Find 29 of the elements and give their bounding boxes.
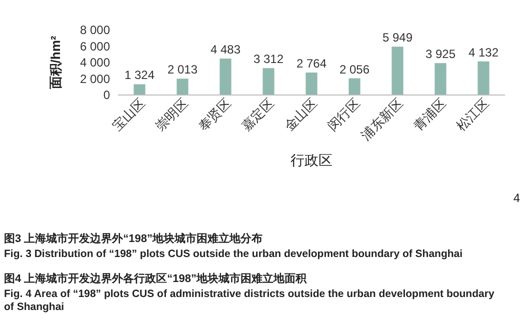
- text: 4: [513, 191, 520, 205]
- caption: 图3 上海城市开发边界外“198”地块城市困难立地分布: [4, 232, 263, 245]
- y-axis-title: 面积/hm²: [48, 35, 63, 90]
- x-tick-label: 崇明区: [152, 96, 191, 134]
- data-label: 5 949: [382, 30, 413, 45]
- x-tick-label: 嘉定区: [238, 96, 277, 134]
- caption: Fig. 3 Distribution of “198” plots CUS outside the urban development boundary of Shanghai: [4, 248, 463, 260]
- x-tick-label: 青浦区: [410, 96, 449, 134]
- data-label: 4 132: [468, 45, 499, 60]
- data-label: 4 483: [210, 42, 241, 57]
- caption: Fig. 4 Area of “198” plots CUS of administrative districts outside the urban development boundary of Shanghai: [4, 288, 496, 314]
- caption: 图4 上海城市开发边界外各行政区“198”地块城市困难立地面积: [4, 272, 308, 285]
- x-tick-label: 奉贤区: [195, 96, 234, 134]
- x-tick-label: 宝山区: [109, 96, 148, 134]
- x-tick-label: 松江区: [453, 96, 492, 134]
- y-tick-label: 8 000: [80, 23, 110, 37]
- y-tick-label: 2 000: [80, 72, 110, 86]
- data-label: 2 764: [296, 56, 327, 71]
- x-axis-title: 行政区: [290, 152, 332, 168]
- y-tick-label: 0: [103, 88, 110, 102]
- data-label: 3 925: [425, 47, 456, 62]
- y-tick-label: 4 000: [80, 56, 110, 70]
- data-label: 1 324: [124, 68, 155, 82]
- y-tick-label: 6 000: [80, 39, 110, 54]
- data-label: 2 013: [167, 62, 198, 77]
- data-label: 3 312: [253, 52, 284, 66]
- x-tick-label: 闵行区: [324, 96, 363, 134]
- x-tick-label: 金山区: [281, 96, 320, 134]
- data-label: 2 056: [339, 62, 370, 76]
